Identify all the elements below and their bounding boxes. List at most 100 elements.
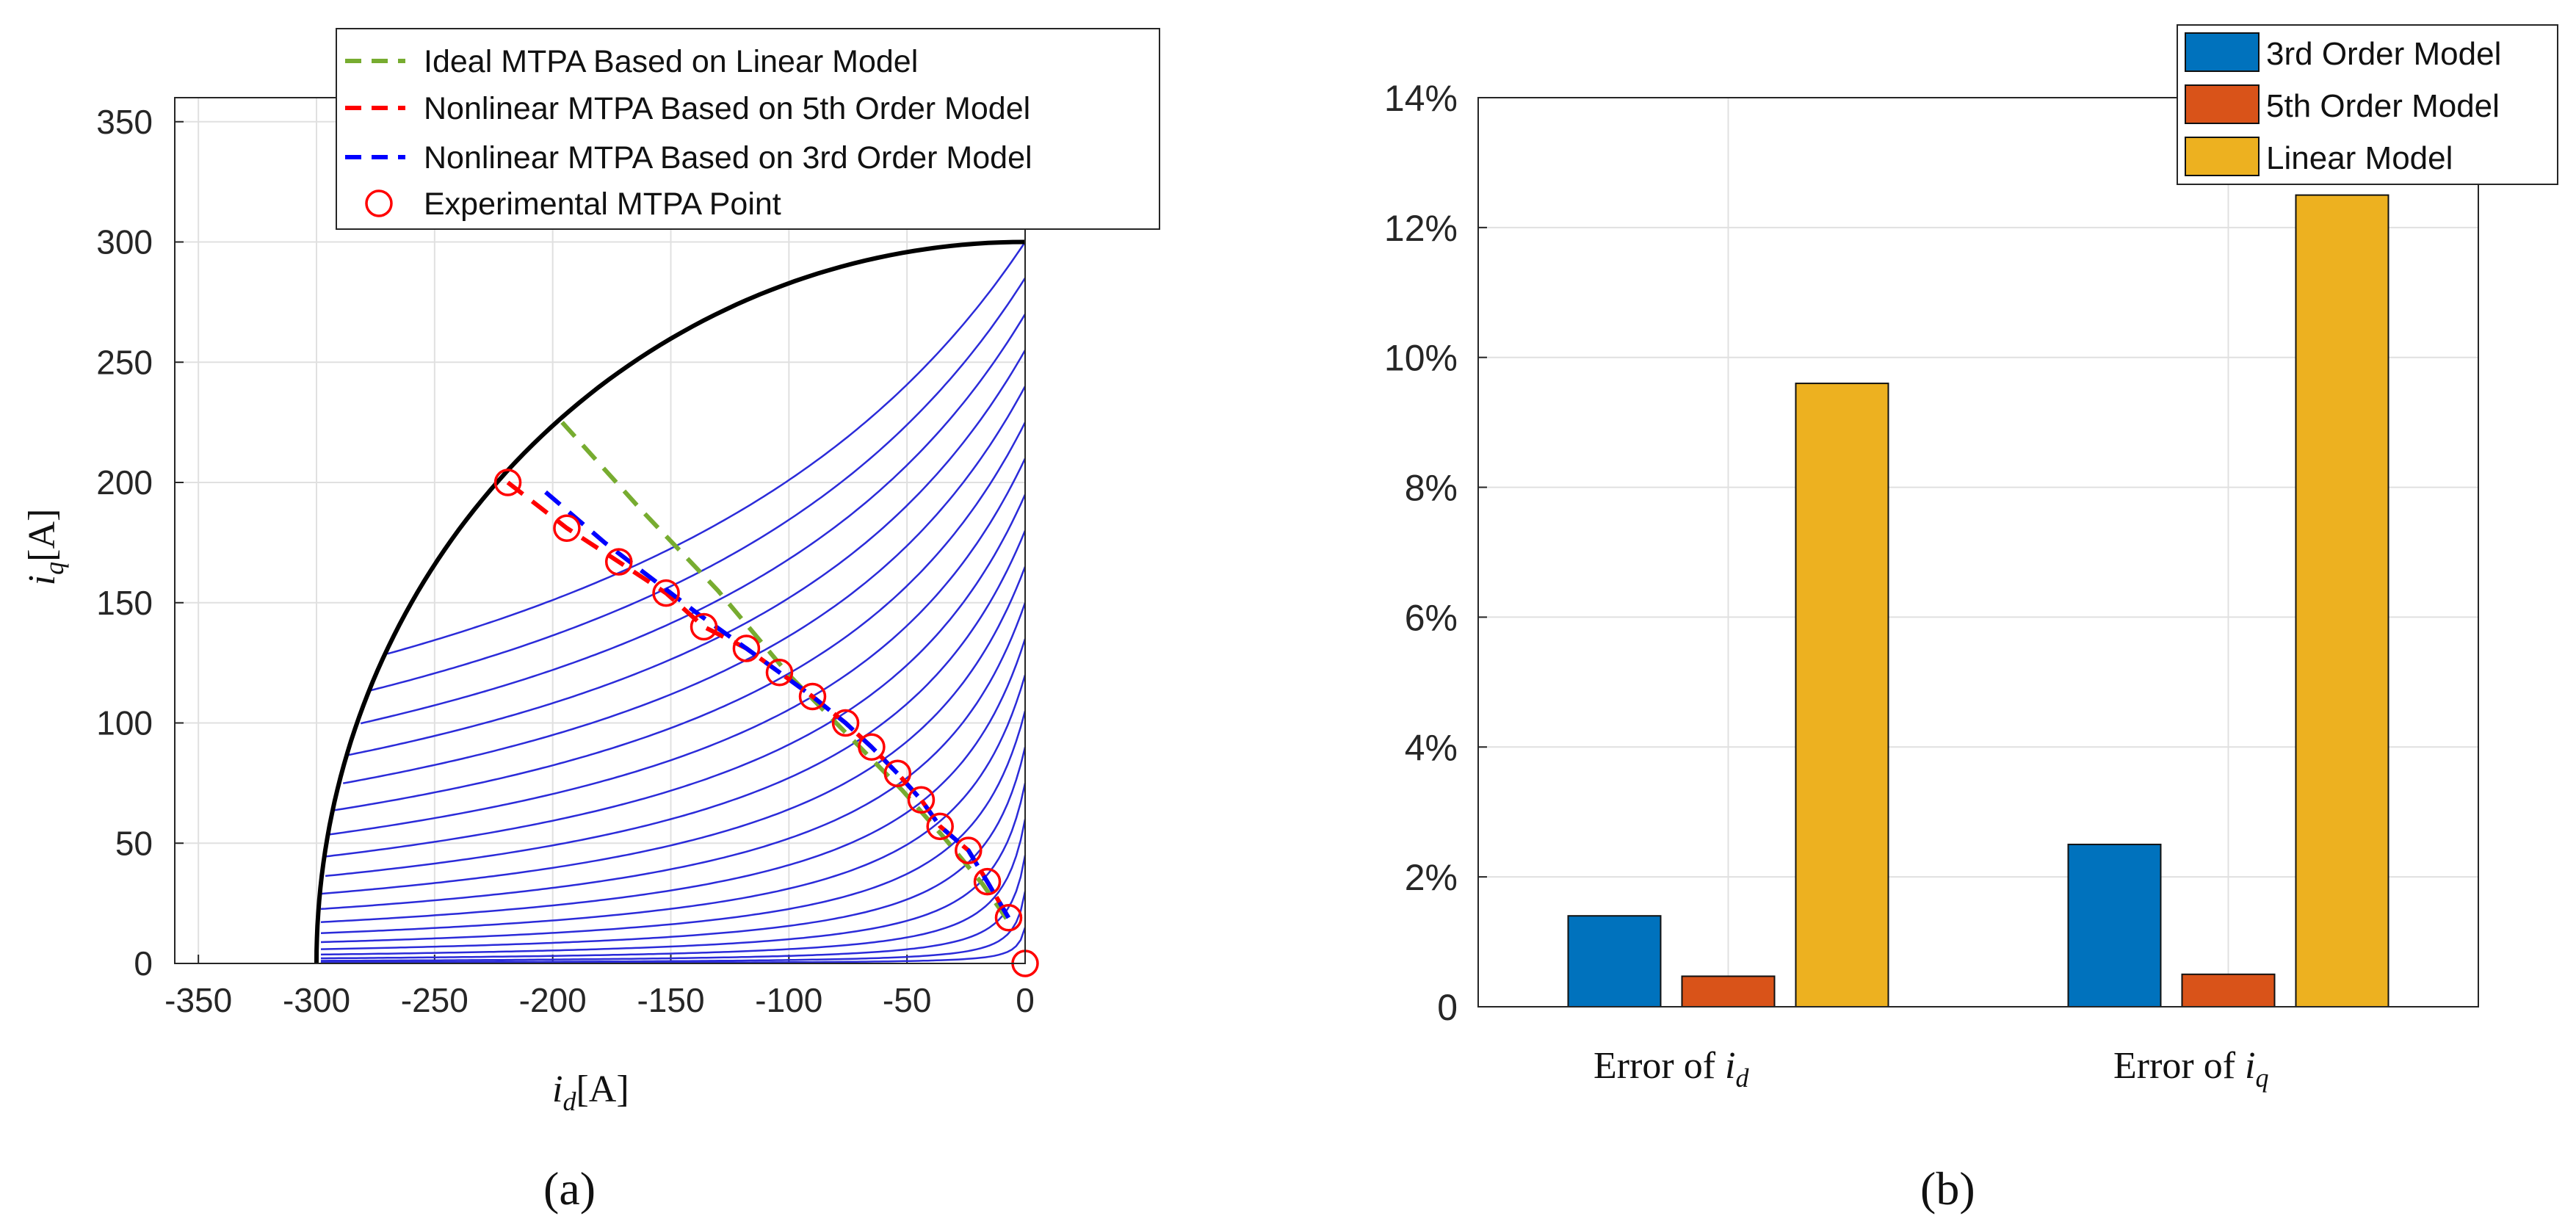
experimental-point xyxy=(926,812,954,841)
legend-label-3rd: Nonlinear MTPA Based on 3rd Order Model xyxy=(424,140,1032,176)
y-axis-label-a: iq[A] xyxy=(21,509,69,586)
x-tick-labels-a: -350 -300 -250 -200 -150 -100 -50 0 xyxy=(164,981,1035,1019)
panel-label-b: (b) xyxy=(1920,1162,1975,1215)
torque-contour xyxy=(321,891,1027,963)
experimental-point xyxy=(831,709,860,737)
y-tick-label: 300 xyxy=(96,223,153,261)
y-tick-label: 2% xyxy=(1405,857,1458,898)
y-tick-label: 150 xyxy=(96,584,153,622)
model-error-chart: 02%4%6%8%10%12%14% Error of id Error of … xyxy=(1384,24,2558,1215)
torque-contour xyxy=(342,386,1027,784)
experimental-point xyxy=(994,904,1023,932)
x-tick-label: -300 xyxy=(283,981,350,1019)
category-label-iq: Error of iq xyxy=(2113,1045,2268,1093)
torque-contour xyxy=(320,638,1027,923)
bar-5th-order-model-1 xyxy=(2181,973,2276,1008)
experimental-point xyxy=(604,548,633,576)
torque-contour xyxy=(325,530,1027,878)
y-tick-label: 200 xyxy=(96,463,153,502)
torque-contour xyxy=(320,746,1027,950)
y-axis-label-main: i xyxy=(21,575,63,585)
axes-box-b xyxy=(1477,97,2479,1007)
x-axis-label-main: i xyxy=(552,1068,562,1110)
experimental-point xyxy=(652,579,680,607)
bar-linear-model-1 xyxy=(2295,194,2389,1008)
legend-marker-experimental xyxy=(365,189,393,217)
y-tick-label: 6% xyxy=(1405,597,1458,638)
bar-3rd-order-model-0 xyxy=(1567,915,1662,1007)
torque-contour xyxy=(369,277,1027,692)
y-tick-label: 10% xyxy=(1384,338,1458,379)
legend-swatch-3rd-order xyxy=(2185,32,2260,72)
category-main-id: i xyxy=(1725,1045,1735,1087)
experimental-point xyxy=(858,733,886,761)
legend-swatch-linear xyxy=(2185,137,2260,176)
x-tick-label: -200 xyxy=(519,981,587,1019)
y-tick-label: 8% xyxy=(1405,468,1458,509)
y-tick-label: 4% xyxy=(1405,727,1458,768)
y-tick-label: 350 xyxy=(96,103,153,141)
x-tick-label: -250 xyxy=(401,981,468,1019)
experimental-point xyxy=(798,682,827,711)
x-axis-label-unit: [A] xyxy=(576,1068,629,1110)
nonlinear-5th-line xyxy=(506,480,1011,919)
x-axis-label-a: id[A] xyxy=(552,1068,629,1116)
torque-contour xyxy=(320,710,1027,944)
ideal-mtpa-line xyxy=(560,421,1013,927)
category-prefix-id: Error of xyxy=(1593,1045,1725,1087)
nonlinear-3rd-line xyxy=(544,490,1011,919)
torque-contour xyxy=(333,422,1027,811)
legend-label-ideal: Ideal MTPA Based on Linear Model xyxy=(424,44,918,79)
y-tick-label: 50 xyxy=(115,824,153,862)
torque-contour xyxy=(320,783,1027,956)
bar-5th-order-model-0 xyxy=(1681,975,1776,1008)
category-prefix-iq: Error of xyxy=(2113,1045,2245,1087)
legend-label-linear: Linear Model xyxy=(2266,140,2453,176)
experimental-point xyxy=(765,658,794,687)
experimental-point xyxy=(973,867,1002,896)
y-tick-label: 100 xyxy=(96,704,153,742)
y-tick-label: 12% xyxy=(1384,208,1458,249)
legend-label-5th: Nonlinear MTPA Based on 5th Order Model xyxy=(424,91,1030,126)
x-tick-label: -100 xyxy=(755,981,822,1019)
x-tick-label: -350 xyxy=(164,981,232,1019)
y-tick-labels-a: 0 50 100 150 200 250 300 350 xyxy=(96,103,153,983)
mtpa-trajectory-chart: -350 -300 -250 -200 -150 -100 -50 0 0 50 100 150 20… xyxy=(21,28,1160,1215)
experimental-point xyxy=(690,612,718,641)
category-label-id: Error of id xyxy=(1593,1045,1749,1093)
experimental-point xyxy=(883,759,912,788)
bar-linear-model-0 xyxy=(1795,383,1889,1007)
torque-contour xyxy=(320,674,1027,934)
x-axis-label-sub: d xyxy=(562,1087,576,1116)
y-tick-label: 0 xyxy=(134,944,153,983)
legend-label-experimental: Experimental MTPA Point xyxy=(424,187,781,222)
torque-contour xyxy=(321,855,1027,962)
torque-contour xyxy=(347,350,1027,756)
torque-contour xyxy=(320,602,1027,911)
torque-contour xyxy=(387,241,1027,655)
bar-3rd-order-model-1 xyxy=(2067,843,2162,1008)
legend-box-a xyxy=(336,28,1160,230)
experimental-points xyxy=(493,469,1039,977)
category-sub-iq: q xyxy=(2255,1063,2268,1093)
y-tick-label: 250 xyxy=(96,343,153,381)
x-tick-label: -150 xyxy=(637,981,704,1019)
y-tick-label: 14% xyxy=(1384,78,1458,119)
current-limit-circle xyxy=(314,239,1026,964)
x-tick-label: 0 xyxy=(1016,981,1035,1019)
experimental-point xyxy=(553,514,581,542)
panel-label-a: (a) xyxy=(543,1162,596,1215)
category-sub-id: d xyxy=(1735,1063,1749,1093)
experimental-point xyxy=(955,836,983,864)
legend-a: Ideal MTPA Based on Linear Model Nonline… xyxy=(336,28,1160,230)
torque-contour xyxy=(325,493,1027,858)
y-tick-label: 0 xyxy=(1437,987,1458,1028)
category-main-iq: i xyxy=(2245,1045,2255,1087)
legend-label-5th-order: 5th Order Model xyxy=(2266,88,2500,124)
torque-contours xyxy=(320,241,1027,964)
y-tick-labels-b: 0 2% 4% 6% 8% 10% 12% 14% xyxy=(1384,78,1458,1028)
torque-contour xyxy=(361,314,1027,725)
experimental-point xyxy=(907,786,936,814)
torque-contour xyxy=(321,819,1027,960)
